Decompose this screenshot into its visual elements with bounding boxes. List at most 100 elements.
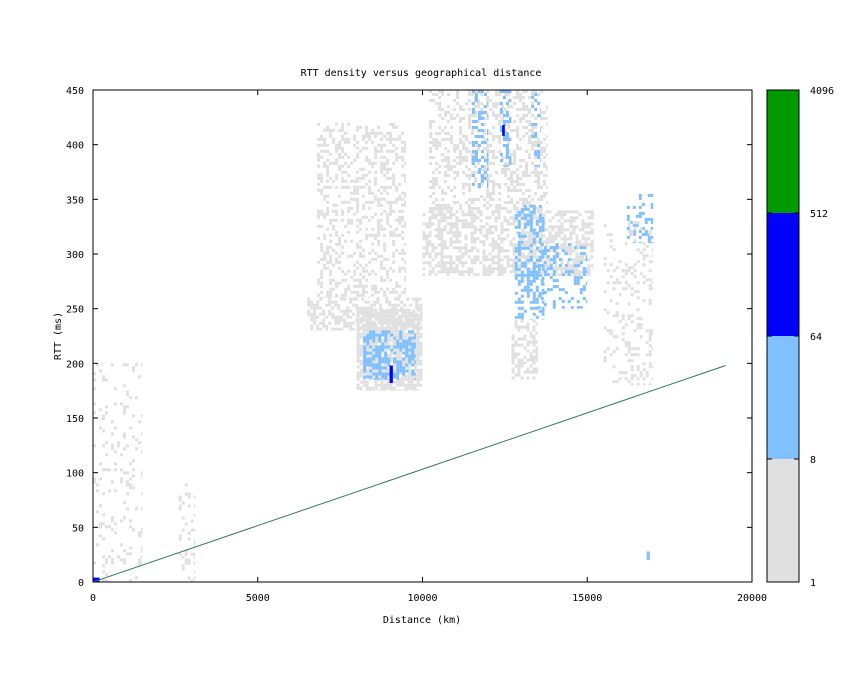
heatmap-cell bbox=[477, 147, 481, 150]
heatmap-cell bbox=[378, 360, 382, 364]
heatmap-cell bbox=[419, 335, 423, 339]
heatmap-cell bbox=[400, 321, 404, 325]
heatmap-cell bbox=[323, 164, 327, 168]
heatmap-cell bbox=[407, 374, 411, 378]
heatmap-cell bbox=[516, 93, 520, 96]
heatmap-cell bbox=[329, 287, 333, 291]
heatmap-cell bbox=[365, 320, 369, 324]
heatmap-cell bbox=[517, 231, 521, 235]
heatmap-cell bbox=[326, 149, 330, 153]
heatmap-cell bbox=[344, 131, 348, 135]
heatmap-cell bbox=[514, 255, 518, 259]
heatmap-cell bbox=[141, 555, 143, 559]
heatmap-cell bbox=[483, 138, 487, 141]
heatmap-cell bbox=[519, 120, 523, 123]
heatmap-cell bbox=[359, 353, 363, 357]
heatmap-cell bbox=[319, 312, 323, 316]
heatmap-cell bbox=[506, 258, 510, 262]
heatmap-cell bbox=[428, 240, 432, 244]
heatmap-cell bbox=[389, 224, 393, 228]
heatmap-cell bbox=[328, 312, 332, 316]
heatmap-cell bbox=[138, 441, 141, 445]
heatmap-cell bbox=[389, 386, 393, 390]
heatmap-cell bbox=[526, 294, 530, 298]
heatmap-cell bbox=[630, 272, 634, 276]
heatmap-cell bbox=[624, 371, 628, 375]
heatmap-cell bbox=[323, 236, 327, 240]
heatmap-cell bbox=[341, 164, 345, 168]
heatmap-cell bbox=[581, 255, 585, 259]
heatmap-cell bbox=[344, 140, 348, 144]
heatmap-cell bbox=[531, 93, 535, 96]
heatmap-cell bbox=[422, 255, 426, 259]
heatmap-cell bbox=[522, 90, 526, 93]
heatmap-cell bbox=[510, 189, 514, 192]
heatmap-cell bbox=[340, 327, 344, 331]
heatmap-cell bbox=[99, 408, 102, 412]
heatmap-cell bbox=[379, 321, 383, 325]
heatmap-cell bbox=[362, 137, 366, 141]
heatmap-cell bbox=[459, 204, 463, 207]
heatmap-cell bbox=[310, 312, 314, 316]
heatmap-cell bbox=[366, 336, 370, 340]
heatmap-cell bbox=[108, 525, 111, 529]
heatmap-cell bbox=[551, 237, 555, 241]
heatmap-cell bbox=[332, 224, 336, 228]
heatmap-cell bbox=[120, 468, 123, 472]
heatmap-cell bbox=[480, 90, 484, 93]
heatmap-cell bbox=[532, 334, 536, 338]
heatmap-cell bbox=[394, 312, 398, 316]
heatmap-cell bbox=[480, 117, 484, 120]
heatmap-cell bbox=[395, 233, 399, 237]
heatmap-cell bbox=[369, 336, 373, 340]
heatmap-cell bbox=[365, 227, 369, 231]
heatmap-cell bbox=[630, 287, 634, 291]
heatmap-cell bbox=[590, 246, 594, 250]
heatmap-cell bbox=[428, 225, 432, 229]
heatmap-cell bbox=[540, 186, 544, 189]
y-tick-label: 100 bbox=[66, 469, 84, 480]
heatmap-cell bbox=[425, 249, 429, 253]
heatmap-cell bbox=[389, 344, 393, 348]
heatmap-cell bbox=[522, 204, 526, 207]
heatmap-cell bbox=[193, 561, 196, 565]
heatmap-cell bbox=[470, 246, 474, 250]
heatmap-cell bbox=[335, 233, 339, 237]
heatmap-cell bbox=[380, 137, 384, 141]
heatmap-cell bbox=[456, 156, 460, 159]
heatmap-cell bbox=[545, 237, 549, 241]
heatmap-cell bbox=[540, 252, 544, 256]
heatmap-cell bbox=[126, 552, 129, 556]
heatmap-cell bbox=[624, 287, 628, 291]
heatmap-cell bbox=[401, 374, 405, 378]
heatmap-cell bbox=[396, 339, 400, 343]
heatmap-cell bbox=[429, 195, 433, 198]
heatmap-cell bbox=[520, 279, 524, 283]
heatmap-cell bbox=[377, 197, 381, 201]
heatmap-cell bbox=[455, 222, 459, 226]
heatmap-cell bbox=[419, 311, 423, 315]
heatmap-cell bbox=[404, 251, 407, 255]
heatmap-cell bbox=[560, 222, 564, 226]
heatmap-cell bbox=[438, 105, 442, 108]
heatmap-cell bbox=[123, 516, 126, 520]
heatmap-cell bbox=[444, 114, 448, 117]
heatmap-cell bbox=[371, 128, 375, 132]
heatmap-cell bbox=[587, 225, 591, 229]
heatmap-cell bbox=[561, 300, 565, 304]
heatmap-cell bbox=[340, 309, 344, 313]
heatmap-cell bbox=[500, 228, 504, 232]
heatmap-cell bbox=[532, 264, 536, 268]
heatmap-cell bbox=[440, 264, 444, 268]
heatmap-cell bbox=[398, 251, 402, 255]
heatmap-cell bbox=[367, 321, 371, 325]
heatmap-cell bbox=[432, 186, 436, 189]
heatmap-cell bbox=[338, 194, 342, 198]
heatmap-cell bbox=[401, 203, 405, 207]
heatmap-cell bbox=[529, 300, 533, 304]
heatmap-cell bbox=[419, 314, 423, 318]
heatmap-cell bbox=[467, 273, 471, 276]
heatmap-cell bbox=[502, 96, 506, 99]
heatmap-cell bbox=[359, 311, 363, 315]
heatmap-cell bbox=[498, 186, 502, 189]
